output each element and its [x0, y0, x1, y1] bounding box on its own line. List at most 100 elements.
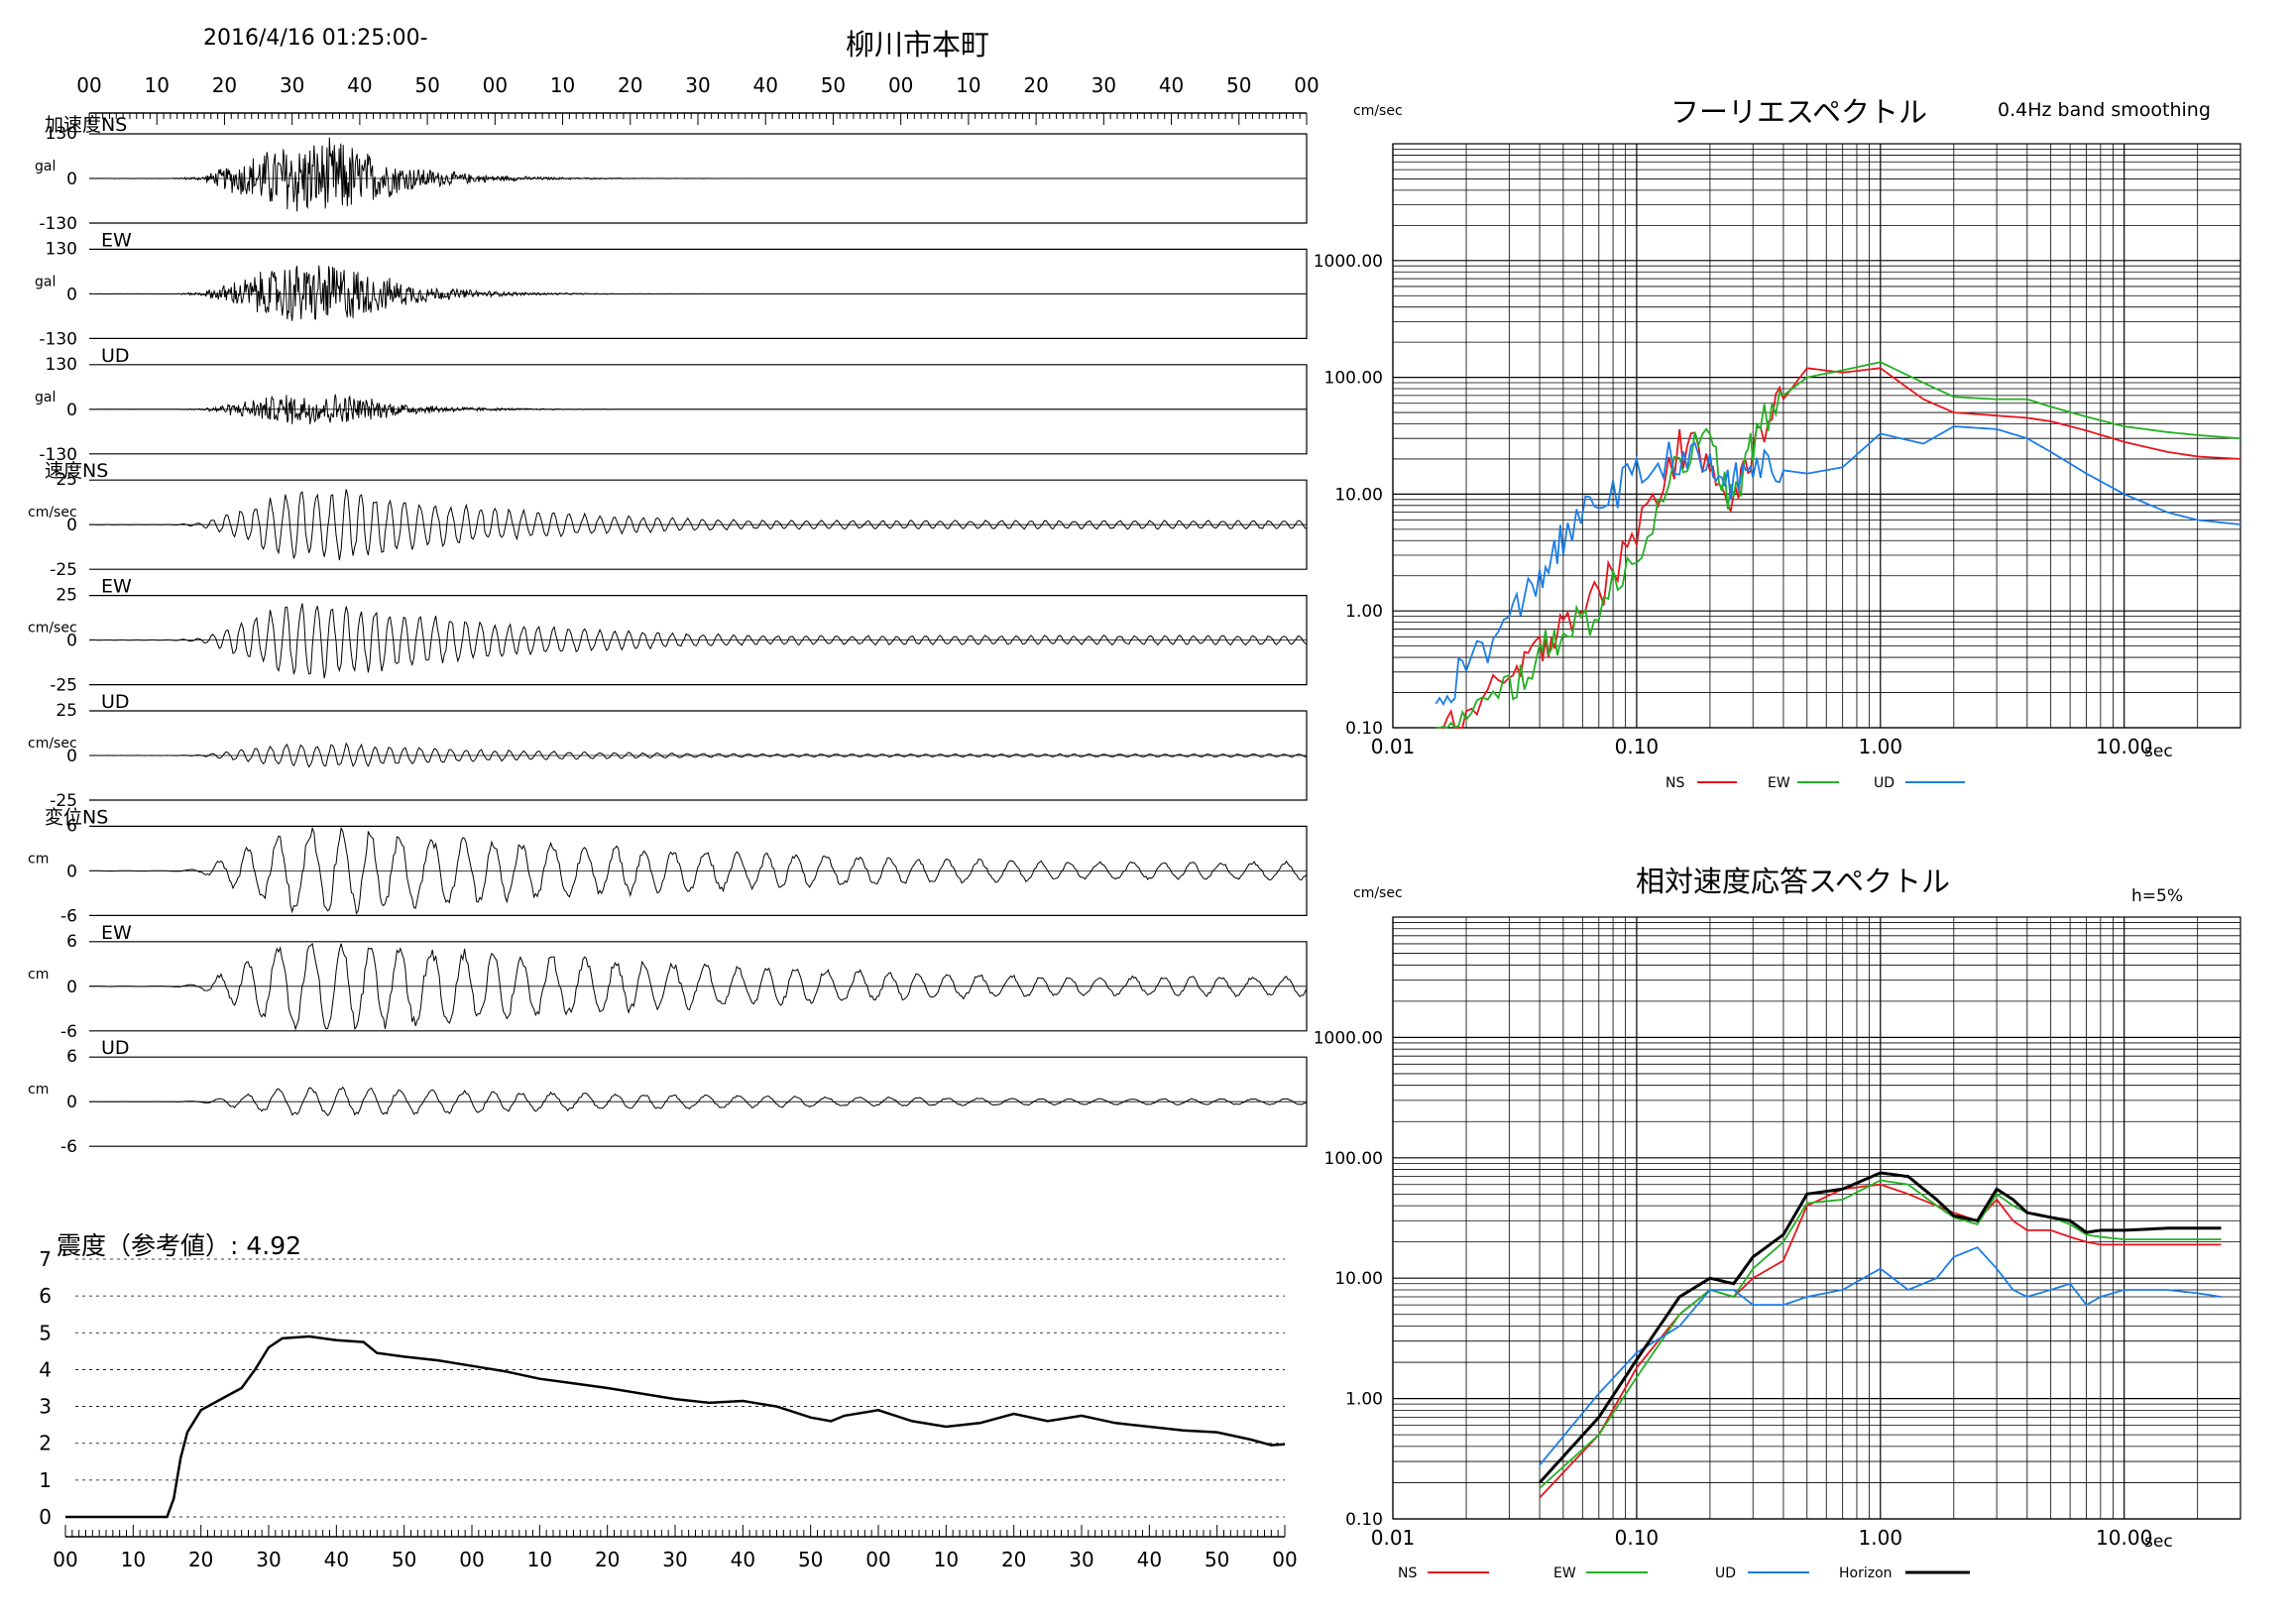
time-tick-label: 50: [414, 73, 439, 97]
time-tick-label: 50: [1226, 73, 1251, 97]
time-tick-label: 20: [618, 73, 642, 97]
fourier-title: フーリエスペクトル: [1670, 95, 1927, 129]
time-tick-label: 40: [752, 73, 777, 97]
time-tick-label: 40: [1159, 73, 1184, 97]
y-max-label: 25: [56, 701, 77, 721]
intensity-label: 震度（参考値）: 4.92: [57, 1231, 302, 1260]
time-tick-label: 00: [483, 73, 508, 97]
response-series-ew: [1539, 1179, 2222, 1489]
intensity-x-tick-label: 30: [256, 1548, 281, 1571]
time-tick-label: 50: [821, 73, 846, 97]
channel-label-acc-ud: UD: [101, 345, 130, 367]
station-name: 柳川市本町: [846, 28, 990, 61]
response-series-ud: [1539, 1246, 2222, 1466]
channel-label-acc-ew: EW: [101, 229, 132, 251]
channel-label-disp-ud: UD: [101, 1037, 130, 1059]
intensity-x-tick-label: 40: [324, 1548, 349, 1571]
y-unit-label: cm/sec: [28, 505, 77, 521]
intensity-x-tick-label: 20: [1001, 1548, 1026, 1571]
y-min-label: -6: [60, 1137, 77, 1157]
channel-label-vel-ew: EW: [101, 576, 132, 598]
intensity-x-tick-label: 00: [1272, 1548, 1297, 1571]
y-unit-label: gal: [35, 274, 56, 290]
fourier-y-label: 1.00: [1345, 602, 1383, 622]
time-tick-label: 30: [1091, 73, 1116, 97]
waveform-trace-acc-ns: [89, 137, 1307, 212]
waveform-trace-disp-ew: [88, 942, 1308, 1031]
event-datetime: 2016/4/16 01:25:00-: [203, 26, 428, 51]
response-title: 相対速度応答スペクトル: [1636, 865, 1950, 898]
y-unit-label: cm: [28, 851, 49, 867]
fourier-series-ew: [1435, 361, 2241, 730]
fourier-y-label: 1000.00: [1314, 252, 1383, 272]
y-unit-label: cm: [28, 1082, 49, 1098]
y-zero-label: 0: [66, 170, 77, 189]
y-min-label: -130: [39, 445, 77, 465]
response-series-horizon: [1538, 1171, 2222, 1484]
time-tick-label: 00: [888, 73, 913, 97]
response-y-label: 100.00: [1324, 1149, 1383, 1169]
intensity-x-tick-label: 50: [798, 1548, 823, 1571]
response-x-unit: sec: [2144, 1532, 2173, 1552]
y-zero-label: 0: [66, 516, 77, 535]
waveform-trace-acc-ew: [88, 265, 1307, 321]
intensity-y-tick: 0: [39, 1505, 52, 1529]
intensity-x-tick-label: 10: [527, 1548, 552, 1571]
y-max-label: 130: [46, 124, 77, 144]
waveform-trace-disp-ns: [88, 826, 1308, 915]
response-y-label: 1.00: [1345, 1390, 1383, 1410]
response-y-label: 0.10: [1345, 1510, 1383, 1530]
fourier-y-label: 10.00: [1334, 485, 1383, 505]
fourier-unit: cm/sec: [1353, 103, 1403, 119]
response-x-label: 10.00: [2096, 1526, 2152, 1550]
intensity-x-tick-label: 20: [595, 1548, 620, 1571]
intensity-y-tick: 4: [39, 1357, 52, 1381]
response-legend-horizon: Horizon: [1839, 1565, 1893, 1581]
response-legend-ew: EW: [1553, 1565, 1576, 1581]
y-max-label: 25: [56, 470, 77, 490]
y-unit-label: cm/sec: [28, 621, 77, 637]
time-tick-label: 00: [76, 73, 101, 97]
intensity-x-tick-label: 00: [53, 1548, 77, 1571]
time-tick-label: 10: [550, 73, 575, 97]
waveform-trace-vel-ew: [88, 603, 1308, 679]
y-zero-label: 0: [66, 285, 77, 304]
fourier-legend-ud: UD: [1874, 775, 1894, 791]
time-tick-label: 30: [280, 73, 304, 97]
response-legend-ns: NS: [1398, 1565, 1417, 1581]
y-min-label: -25: [50, 791, 77, 811]
intensity-y-tick: 7: [39, 1247, 52, 1271]
time-tick-label: 10: [956, 73, 980, 97]
y-min-label: -130: [39, 214, 77, 234]
intensity-x-tick-label: 00: [865, 1548, 890, 1571]
waveform-trace-disp-ud: [89, 1086, 1308, 1116]
intensity-y-tick: 3: [39, 1395, 52, 1419]
response-x-label: 0.01: [1371, 1526, 1416, 1550]
fourier-y-label: 0.10: [1345, 719, 1383, 739]
intensity-x-tick-label: 10: [934, 1548, 959, 1571]
intensity-x-tick-label: 30: [1069, 1548, 1093, 1571]
intensity-y-tick: 1: [39, 1468, 52, 1492]
y-min-label: -25: [50, 560, 77, 580]
y-max-label: 6: [66, 1047, 77, 1067]
response-y-label: 1000.00: [1314, 1028, 1383, 1048]
response-legend-ud: UD: [1715, 1565, 1736, 1581]
time-tick-label: 10: [144, 73, 169, 97]
channel-label-disp-ns: 変位NS: [45, 806, 108, 828]
intensity-y-tick: 2: [39, 1432, 52, 1455]
y-min-label: -6: [60, 1022, 77, 1042]
intensity-x-tick-label: 40: [731, 1548, 755, 1571]
time-tick-label: 40: [347, 73, 372, 97]
response-note: h=5%: [2131, 886, 2183, 906]
response-unit: cm/sec: [1353, 885, 1403, 901]
waveform-trace-vel-ud: [89, 742, 1308, 768]
y-zero-label: 0: [66, 401, 77, 420]
waveform-trace-vel-ns: [88, 489, 1308, 561]
channel-label-disp-ew: EW: [101, 922, 132, 944]
fourier-legend-ew: EW: [1768, 775, 1790, 791]
channel-label-acc-ns: 加速度NS: [45, 114, 127, 136]
y-unit-label: gal: [35, 159, 56, 174]
time-tick-label: 20: [212, 73, 237, 97]
y-zero-label: 0: [66, 978, 77, 997]
y-min-label: -130: [39, 329, 77, 349]
